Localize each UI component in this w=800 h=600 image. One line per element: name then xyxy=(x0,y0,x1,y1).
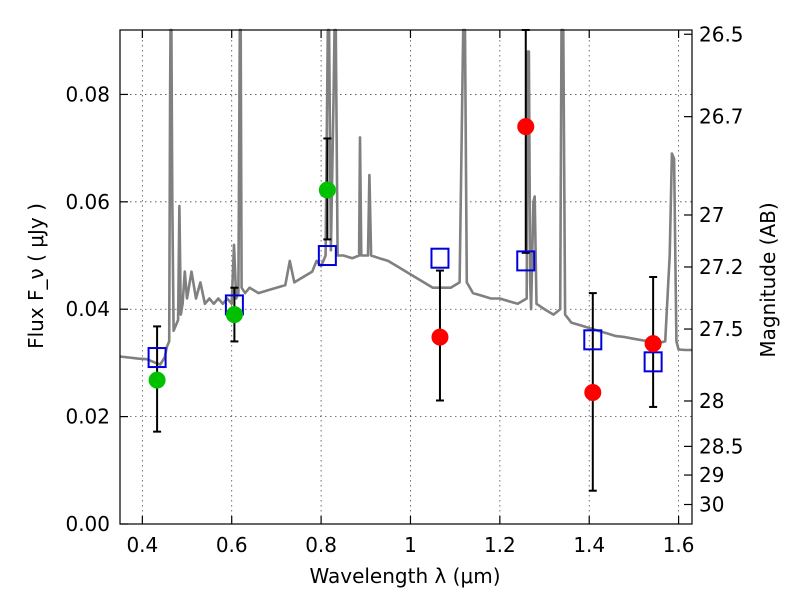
x-tick-label: 1.4 xyxy=(573,533,605,557)
right-axis-label: Magnitude (AB) xyxy=(756,202,780,357)
y-tick-label: 0.02 xyxy=(65,405,110,429)
right-tick-label: 27.5 xyxy=(699,317,744,341)
x-tick-label: 1 xyxy=(404,533,417,557)
y-tick-label: 0.00 xyxy=(65,512,110,536)
observed-flux-point xyxy=(431,328,449,346)
right-tick-label: 26.5 xyxy=(699,22,744,46)
error-bars xyxy=(153,29,658,492)
observed-flux-point xyxy=(644,335,662,353)
right-tick-label: 30 xyxy=(699,493,724,517)
model-photometry-square xyxy=(643,351,663,373)
x-axis-label: Wavelength λ (μm) xyxy=(309,564,500,588)
model-spectrum xyxy=(119,28,692,366)
right-tick-label: 26.7 xyxy=(699,105,744,129)
x-tick-label: 1.6 xyxy=(663,533,695,557)
right-tick-label: 28 xyxy=(699,389,724,413)
x-tick-label: 0.4 xyxy=(126,533,158,557)
model-photometry-square xyxy=(317,245,337,267)
observed-flux-point xyxy=(584,383,602,401)
right-tick-label: 29 xyxy=(699,463,724,487)
model-photometry-square xyxy=(516,250,536,272)
data-markers xyxy=(147,118,663,401)
plot-frame xyxy=(119,29,693,525)
model-spectrum-line xyxy=(119,28,692,366)
x-tick-label: 1.2 xyxy=(484,533,516,557)
y-tick-label: 0.06 xyxy=(65,190,110,214)
y-tick-label: 0.08 xyxy=(65,82,110,106)
right-tick-label: 28.5 xyxy=(699,434,744,458)
y-tick-label: 0.04 xyxy=(65,297,110,321)
grid xyxy=(120,30,692,525)
observed-flux-point xyxy=(148,371,166,389)
x-tick-label: 0.8 xyxy=(305,533,337,557)
axis-ticks: 0.4 0.6 0.8 1 1.2 1.4 1.6 0.00 0.02 0.04 0.06 0.08 2… xyxy=(65,22,743,557)
model-photometry-square xyxy=(147,347,167,369)
model-photometry-square xyxy=(430,247,450,269)
x-tick-label: 0.6 xyxy=(216,533,248,557)
y-axis-label: Flux F_ν ( μJy ) xyxy=(24,203,48,349)
right-tick-label: 27.2 xyxy=(699,255,744,279)
right-tick-label: 27 xyxy=(699,203,724,227)
model-photometry-square xyxy=(583,329,603,351)
observed-flux-point xyxy=(517,118,535,136)
observed-flux-point xyxy=(225,306,243,324)
observed-flux-point xyxy=(318,181,336,199)
